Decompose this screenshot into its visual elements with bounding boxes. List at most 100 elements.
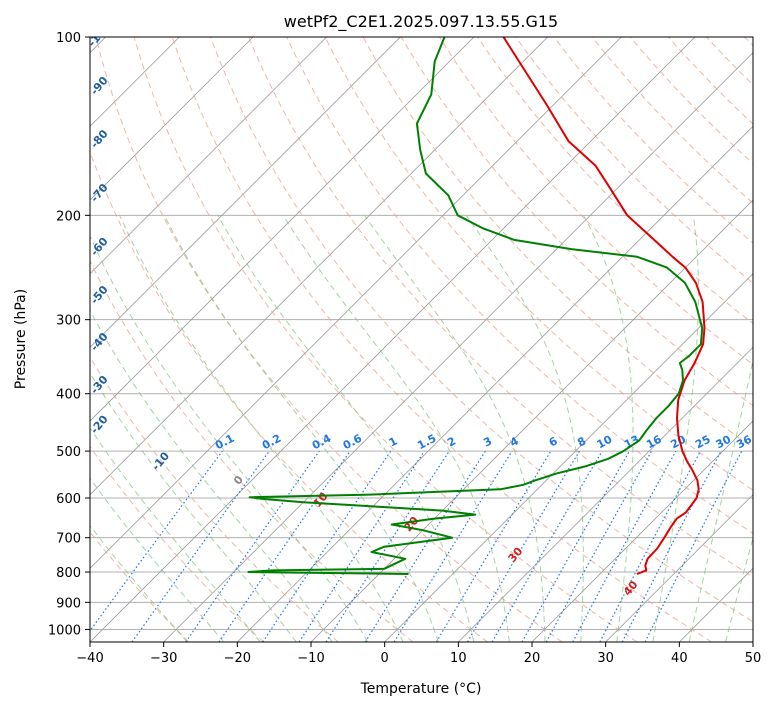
dry-adiabat-label: 20 [402,514,422,534]
mixing-ratio-label: 4 [508,434,521,449]
dry-adiabat-line [629,37,753,165]
dry-adiabat-line [591,37,753,204]
y-tick-label: 100 [56,31,81,46]
y-tick-label: 400 [56,388,81,403]
isotherm-line [384,273,753,642]
x-axis-ticks: −40 −30 −20 −10 0 10 20 30 40 50 [76,642,761,666]
mixing-ratio-line [435,450,552,642]
isotherm-line [237,125,753,642]
dry-adiabat-label: -40 [88,330,111,354]
mixing-ratio-label: 3 [481,434,494,449]
y-tick-label: 1000 [48,623,81,638]
x-tick-label: 50 [745,651,762,666]
dry-adiabat-line [133,37,638,642]
x-tick-label: 40 [671,651,688,666]
dry-adiabat-line [515,37,753,284]
chart-title: wetPf2_C2E1.2025.097.13.55.G15 [284,12,558,32]
dry-adiabat-line [90,445,264,642]
x-tick-label: 0 [381,651,389,666]
moist-adiabat-line [90,477,225,642]
mixing-ratio-line [262,450,392,642]
isotherm-line [90,37,401,348]
mixing-ratio-line [90,450,223,632]
mixing-ratio-line [545,450,653,642]
dry-adiabat-line [553,37,753,244]
mixing-ratio-line [491,450,603,642]
dry-adiabat-line [706,37,753,86]
dry-adiabat-label: -10 [149,449,172,473]
mixing-ratio-label: 1.5 [415,432,438,453]
moist-adiabat-line [583,215,634,642]
dry-adiabat-label: -30 [88,373,111,397]
mixing-ratio-label: 1 [387,434,400,449]
mixing-ratio-line [466,450,580,642]
moist-adiabat-line [652,215,699,642]
x-tick-label: 30 [597,651,614,666]
dry-adiabat-line [171,37,712,642]
moist-adiabats [90,215,753,642]
moist-adiabat-line [163,215,439,642]
x-tick-label: −30 [150,651,177,666]
y-tick-label: 300 [56,314,81,329]
moist-adiabat-line [282,215,510,642]
isotherm-line [90,37,475,422]
mixing-ratio-line [298,450,425,642]
mixing-ratio-label: 25 [693,433,713,452]
y-tick-label: 800 [56,566,81,581]
mixing-ratio-label: 16 [644,433,664,452]
dry-adiabat-line [90,259,414,642]
pressure-gridlines [90,37,753,630]
temperature-profile-line [502,37,706,575]
mixing-ratio-label: 36 [734,433,754,452]
y-axis-ticks: 100 200 300 400 500 600 700 800 900 1000 [48,31,90,638]
mixing-ratio-line [185,450,320,642]
moist-adiabat-line [725,536,753,642]
dry-adiabat-line [248,37,753,578]
x-tick-label: −20 [224,651,251,666]
dry-adiabat-label: -20 [88,413,111,437]
isotherm-line [531,420,753,642]
moist-adiabat-line [90,427,261,642]
isotherm-line [458,346,753,642]
mixing-ratio-label: 6 [547,434,560,449]
mixing-ratio-line [521,450,631,642]
moist-adiabat-line [688,358,753,642]
isotherm-line [752,641,753,642]
dry-adiabat-label: -50 [88,283,111,307]
moist-adiabat-line [364,215,546,642]
x-tick-label: 10 [450,651,467,666]
mixing-ratio-line [599,450,702,642]
dry-adiabat-line [90,356,339,642]
dry-adiabat-label: -70 [88,181,111,205]
plot-frame [89,36,754,643]
moist-adiabat-line [90,309,333,642]
x-tick-label: 20 [524,651,541,666]
moist-adiabat-line [465,215,584,642]
mixing-ratio-label: 20 [668,433,688,452]
dry-adiabat-line [477,37,753,325]
mixing-ratio-line [393,450,513,642]
x-tick-label: −40 [76,651,103,666]
mixing-ratio-label: 13 [622,433,642,452]
isotherm-line [90,37,548,496]
isotherm-line [90,37,696,642]
mixing-ratio-label: 8 [575,434,588,449]
y-tick-label: 900 [56,596,81,611]
isotherm-line [605,494,753,642]
x-tick-label: −10 [297,651,324,666]
dry-adiabat-label: -80 [88,127,111,151]
mixing-ratio-label: 2 [445,434,458,449]
mixing-ratio-label: 0.1 [213,432,236,453]
mixing-ratio-label: 0.6 [341,432,365,453]
mixing-ratio-label: 30 [714,433,734,452]
dewpoint-profile-line [247,37,704,575]
dry-adiabat-line [90,150,488,642]
y-tick-label: 600 [56,492,81,507]
dry-adiabats [90,37,753,642]
dry-adiabat-label: 10 [311,490,331,510]
dry-adiabat-line [362,37,753,449]
sounding-series [247,37,706,575]
mixing-ratio-line [131,450,270,642]
